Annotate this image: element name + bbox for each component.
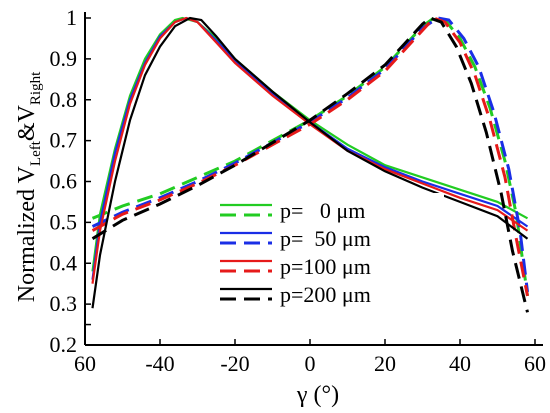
legend: p= 0 μm p= 50 μm p=100 μm p=200 μm bbox=[214, 193, 444, 311]
x-tick-label: 60 bbox=[74, 351, 96, 376]
y-axis-label-sub-right: Right bbox=[28, 71, 44, 105]
y-tick-label: 0.6 bbox=[50, 169, 78, 194]
y-tick-label: 0.8 bbox=[50, 87, 78, 112]
svg-text:Normalized VLeft&VRight: Normalized VLeft&VRight bbox=[14, 71, 44, 302]
legend-label-1: p= 50 μm bbox=[280, 226, 371, 251]
x-axis-label: γ (°) bbox=[296, 382, 339, 408]
y-axis-label-main: Normalized V bbox=[14, 165, 40, 302]
x-tick-label: 20 bbox=[374, 351, 396, 376]
x-tick-label: 60 bbox=[524, 351, 546, 376]
x-tick-label: 0 bbox=[305, 351, 316, 376]
y-axis-label-sub-left: Left bbox=[28, 140, 44, 166]
y-tick-label: 0.5 bbox=[50, 209, 78, 234]
x-tick-label: -40 bbox=[145, 351, 174, 376]
legend-label-3: p=200 μm bbox=[280, 282, 371, 307]
y-tick-label: 0.9 bbox=[50, 46, 78, 71]
y-tick-label: 1 bbox=[66, 5, 77, 30]
legend-label-2: p=100 μm bbox=[280, 254, 371, 279]
y-axis-label-amp: &V bbox=[14, 104, 40, 141]
y-tick-label: 0.7 bbox=[50, 128, 78, 153]
series-0-left-line bbox=[91, 16, 529, 272]
y-tick-label: 0.4 bbox=[50, 250, 78, 275]
axes bbox=[84, 12, 543, 346]
y-axis-label: Normalized VLeft&VRight bbox=[14, 71, 44, 302]
y-tick-label: 0.2 bbox=[50, 332, 78, 357]
x-tick-label: 40 bbox=[449, 351, 471, 376]
tick-labels: 60 -40 -20 0 20 40 600.20.30.40.50.60.70.80.91 bbox=[50, 5, 547, 376]
series-1-left-line bbox=[91, 16, 529, 280]
series-3-right-line bbox=[91, 16, 529, 313]
x-tick-label: -20 bbox=[220, 351, 249, 376]
series-3-left-line bbox=[91, 16, 529, 309]
legend-label-0: p= 0 μm bbox=[280, 198, 365, 223]
series-0-right-line bbox=[91, 16, 529, 297]
legend-background bbox=[214, 193, 444, 311]
series-2-right-line bbox=[91, 16, 529, 297]
series-group bbox=[91, 16, 529, 313]
y-tick-label: 0.3 bbox=[50, 291, 78, 316]
series-2-left-line bbox=[91, 16, 529, 284]
